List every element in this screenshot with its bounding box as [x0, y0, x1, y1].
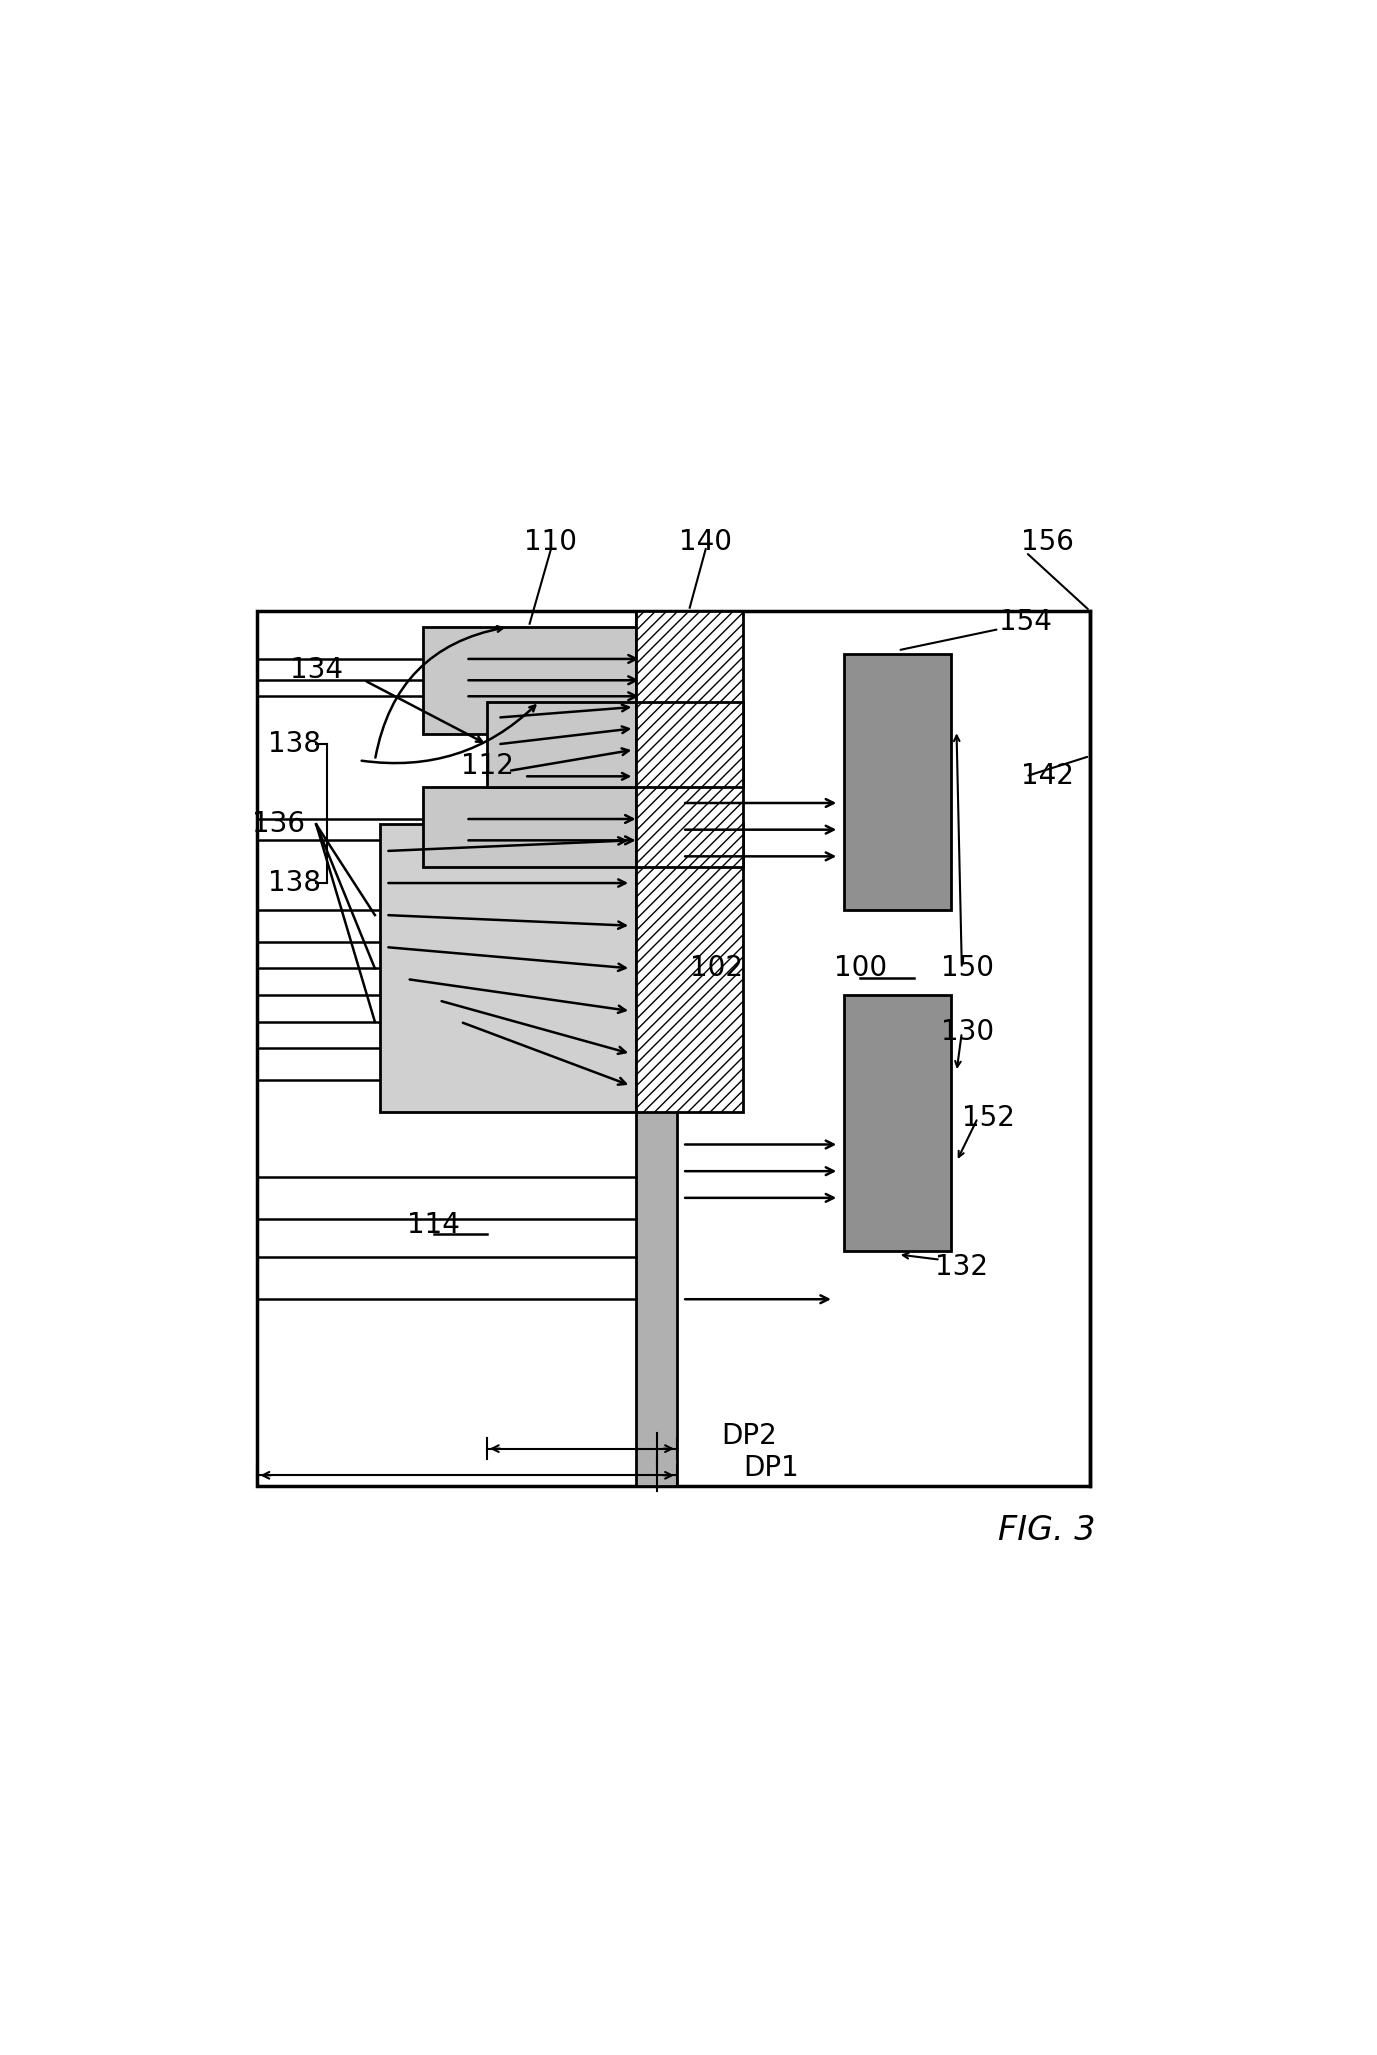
Text: 152: 152	[963, 1104, 1015, 1132]
Text: 112: 112	[460, 752, 514, 779]
Bar	[636, 610, 677, 1486]
Text: 130: 130	[940, 1019, 994, 1046]
Text: 138: 138	[269, 869, 321, 898]
Text: DP1: DP1	[744, 1453, 799, 1482]
Bar	[257, 610, 1091, 1486]
Bar	[636, 610, 744, 750]
Text: 134: 134	[289, 656, 343, 684]
Text: 102: 102	[690, 954, 742, 982]
Text: 114: 114	[408, 1210, 460, 1239]
Text: 138: 138	[269, 730, 321, 758]
Bar	[844, 995, 952, 1251]
Text: 140: 140	[679, 528, 733, 555]
Bar	[636, 750, 744, 867]
Text: 110: 110	[525, 528, 577, 555]
Text: 100: 100	[834, 954, 887, 982]
Text: 154: 154	[1000, 608, 1052, 635]
Text: 142: 142	[1020, 762, 1074, 791]
Bar	[636, 824, 744, 1112]
Bar	[423, 787, 636, 867]
Text: FIG. 3: FIG. 3	[998, 1515, 1096, 1547]
Text: 150: 150	[940, 954, 994, 982]
Bar	[844, 653, 952, 910]
Bar	[423, 627, 636, 734]
Bar	[487, 701, 636, 787]
Bar	[636, 701, 744, 787]
Text: 132: 132	[935, 1254, 989, 1280]
Bar	[380, 824, 636, 1112]
Text: DP2: DP2	[722, 1422, 778, 1451]
Text: 136: 136	[252, 810, 306, 838]
Text: 156: 156	[1020, 528, 1074, 555]
